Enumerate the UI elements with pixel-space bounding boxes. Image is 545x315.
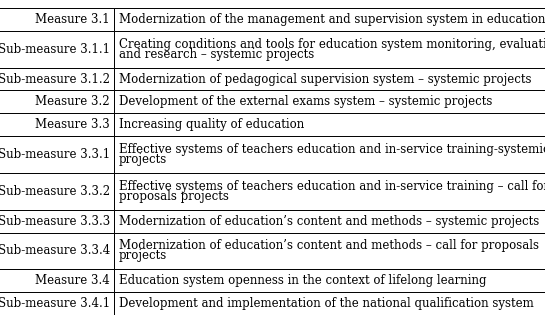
Text: Creating conditions and tools for education system monitoring, evaluation: Creating conditions and tools for educat… xyxy=(119,38,545,51)
Text: Education system openness in the context of lifelong learning: Education system openness in the context… xyxy=(119,274,487,287)
Bar xyxy=(114,68,545,90)
Bar xyxy=(0,0,545,8)
Bar xyxy=(0,113,114,136)
Text: Development of the external exams system – systemic projects: Development of the external exams system… xyxy=(119,95,492,108)
Text: Modernization of education’s content and methods – systemic projects: Modernization of education’s content and… xyxy=(119,215,539,228)
Text: Sub-measure 3.1.1: Sub-measure 3.1.1 xyxy=(0,43,110,56)
Text: Development and implementation of the national qualification system: Development and implementation of the na… xyxy=(119,297,534,310)
Text: Sub-measure 3.3.1: Sub-measure 3.3.1 xyxy=(0,148,110,161)
Text: Measure 3.4: Measure 3.4 xyxy=(35,274,110,287)
Text: Sub-measure 3.1.2: Sub-measure 3.1.2 xyxy=(0,72,110,86)
Bar xyxy=(0,173,114,210)
Text: Sub-measure 3.4.1: Sub-measure 3.4.1 xyxy=(0,297,110,310)
Bar xyxy=(114,8,545,31)
Text: Measure 3.1: Measure 3.1 xyxy=(35,13,110,26)
Text: Measure 3.2: Measure 3.2 xyxy=(35,95,110,108)
Bar xyxy=(0,90,114,113)
Bar xyxy=(0,31,114,68)
Text: projects: projects xyxy=(119,249,167,262)
Text: Modernization of the management and supervision system in education: Modernization of the management and supe… xyxy=(119,13,545,26)
Bar xyxy=(0,8,114,31)
Text: Sub-measure 3.3.3: Sub-measure 3.3.3 xyxy=(0,215,110,228)
Text: Increasing quality of education: Increasing quality of education xyxy=(119,118,304,131)
Text: Sub-measure 3.3.2: Sub-measure 3.3.2 xyxy=(0,185,110,198)
Bar xyxy=(114,210,545,232)
Bar xyxy=(114,292,545,315)
Bar xyxy=(0,269,114,292)
Text: Sub-measure 3.3.4: Sub-measure 3.3.4 xyxy=(0,244,110,257)
Bar xyxy=(114,90,545,113)
Text: Modernization of pedagogical supervision system – systemic projects: Modernization of pedagogical supervision… xyxy=(119,72,531,86)
Text: Modernization of education’s content and methods – call for proposals: Modernization of education’s content and… xyxy=(119,239,539,253)
Bar xyxy=(0,210,114,232)
Bar xyxy=(0,292,114,315)
Bar xyxy=(114,269,545,292)
Text: projects: projects xyxy=(119,153,167,166)
Bar xyxy=(114,31,545,68)
Bar xyxy=(114,136,545,173)
Text: Effective systems of teachers education and in-service training-systemic: Effective systems of teachers education … xyxy=(119,143,545,156)
Bar xyxy=(114,232,545,269)
Bar xyxy=(114,113,545,136)
Bar xyxy=(0,68,114,90)
Bar xyxy=(0,136,114,173)
Bar xyxy=(114,173,545,210)
Text: and research – systemic projects: and research – systemic projects xyxy=(119,48,314,61)
Text: Effective systems of teachers education and in-service training – call for: Effective systems of teachers education … xyxy=(119,180,545,193)
Bar xyxy=(0,232,114,269)
Text: Measure 3.3: Measure 3.3 xyxy=(35,118,110,131)
Text: proposals projects: proposals projects xyxy=(119,190,229,203)
